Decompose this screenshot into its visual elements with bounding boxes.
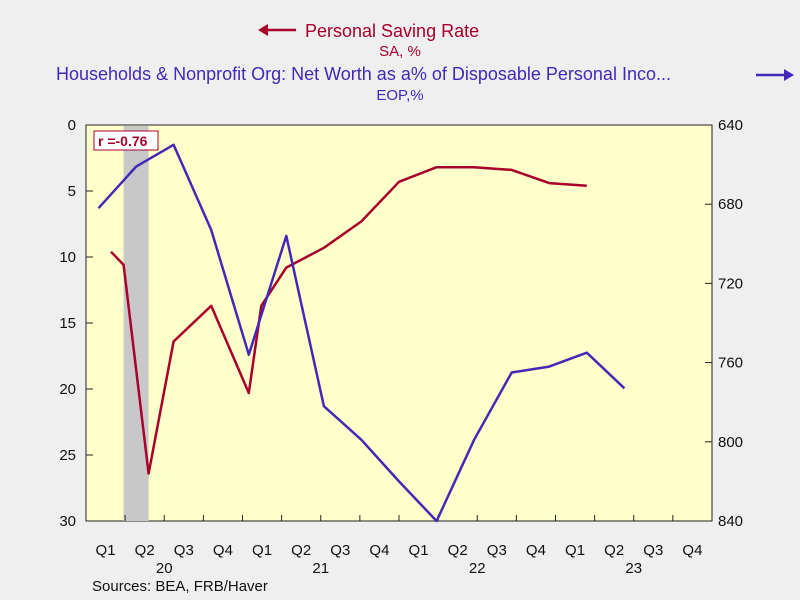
x-tick-label: Q1 <box>96 542 116 559</box>
x-tick-label: Q3 <box>487 542 507 559</box>
left-tick-label: 5 <box>68 183 76 200</box>
x-tick-label: Q1 <box>565 542 585 559</box>
left-tick-label: 10 <box>59 249 76 266</box>
x-tick-label: Q2 <box>604 542 624 559</box>
right-tick-label: 680 <box>718 196 743 213</box>
x-year-label: 22 <box>469 560 486 577</box>
x-tick-label: Q2 <box>448 542 468 559</box>
annotation-text: r =-0.76 <box>98 133 148 149</box>
left-tick-label: 15 <box>59 315 76 332</box>
source-note: Sources: BEA, FRB/Haver <box>92 578 268 595</box>
right-tick-label: 760 <box>718 355 743 372</box>
x-tick-label: Q2 <box>291 542 311 559</box>
legend-networth-label: Households & Nonprofit Org: Net Worth as… <box>56 64 671 84</box>
x-tick-label: Q3 <box>330 542 350 559</box>
legend: Personal Saving Rate SA, % Households & … <box>56 21 794 104</box>
left-tick-label: 20 <box>59 381 76 398</box>
series-saving-rate <box>110 165 587 475</box>
x-tick-label: Q4 <box>526 542 546 559</box>
recession-shading <box>123 126 149 521</box>
left-axis: 0 5 10 15 20 25 30 <box>59 117 93 530</box>
x-tick-label: Q4 <box>682 542 702 559</box>
left-arrow-icon <box>258 24 268 36</box>
x-axis: Q1 Q2 Q3 Q4 Q1 Q2 Q3 Q4 Q1 Q2 Q3 Q4 Q1 Q2 Q3 Q4 20 21 22 23 <box>85 515 713 577</box>
correlation-annotation: r =-0.76 <box>93 130 159 151</box>
series-net-worth <box>97 143 626 523</box>
left-tick-label: 0 <box>68 117 76 134</box>
right-tick-label: 800 <box>718 434 743 451</box>
x-tick-label: Q1 <box>409 542 429 559</box>
x-tick-label: Q4 <box>369 542 389 559</box>
x-year-label: 20 <box>156 560 173 577</box>
left-tick-label: 30 <box>59 513 76 530</box>
x-year-label: 23 <box>625 560 642 577</box>
x-tick-label: Q3 <box>174 542 194 559</box>
right-tick-label: 720 <box>718 275 743 292</box>
left-tick-label: 25 <box>59 447 76 464</box>
x-tick-label: Q4 <box>213 542 233 559</box>
legend-saving-label: Personal Saving Rate <box>305 21 479 41</box>
legend-networth-units: EOP,% <box>376 87 423 104</box>
right-tick-label: 840 <box>718 513 743 530</box>
right-axis: 640 680 720 760 800 840 <box>705 117 743 530</box>
x-tick-label: Q3 <box>643 542 663 559</box>
annotation-box <box>93 130 159 151</box>
legend-saving-units: SA, % <box>379 43 421 60</box>
right-tick-label: 640 <box>718 117 743 134</box>
x-tick-label: Q2 <box>135 542 155 559</box>
plot-area <box>85 124 713 522</box>
right-arrow-icon <box>784 69 794 81</box>
x-year-label: 21 <box>312 560 329 577</box>
x-tick-label: Q1 <box>252 542 272 559</box>
